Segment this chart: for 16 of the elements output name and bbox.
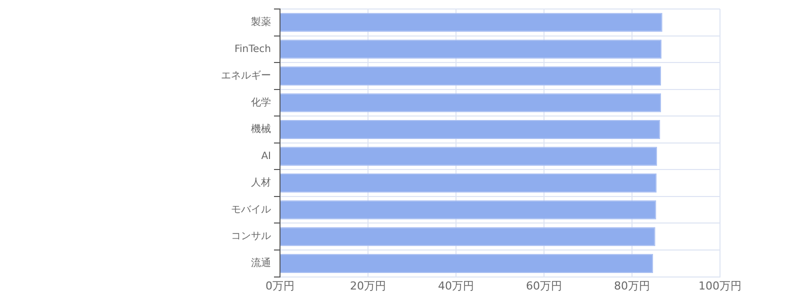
- y-tick-label: エネルギー: [221, 70, 271, 82]
- y-tick-label: 流通: [251, 257, 271, 270]
- x-tick-label: 100万円: [698, 279, 742, 292]
- y-tick-label: モバイル: [231, 204, 271, 216]
- y-tick-label: 化学: [251, 96, 271, 108]
- x-tick-label: 80万円: [614, 279, 650, 292]
- x-tick-label: 40万円: [438, 279, 474, 292]
- y-tick-label: 人材: [251, 176, 271, 189]
- y-tick-label: コンサル: [231, 231, 271, 242]
- y-tick-label: 機械: [251, 123, 271, 136]
- x-tick-label: 20万円: [350, 279, 386, 292]
- x-tick-label: 60万円: [526, 279, 562, 292]
- y-tick-label: 製薬: [251, 16, 271, 28]
- y-tick-label: FinTech: [234, 44, 271, 55]
- y-tick-label: AI: [261, 150, 271, 162]
- x-tick-label: 0万円: [266, 279, 294, 292]
